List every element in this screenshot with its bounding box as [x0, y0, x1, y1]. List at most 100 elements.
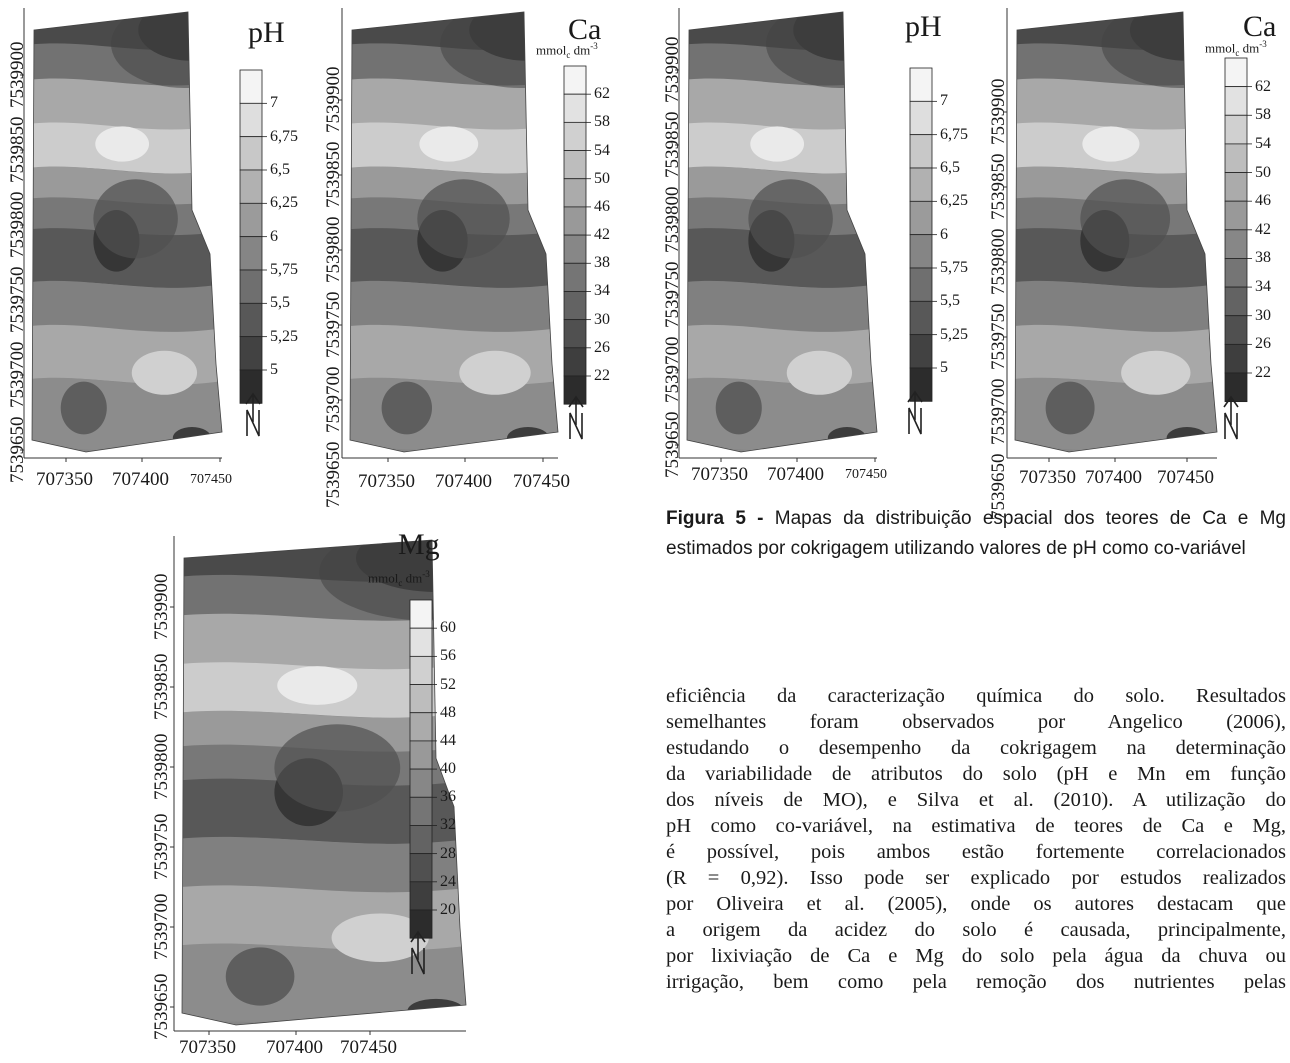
legend-swatch	[563, 206, 587, 236]
legend-label: 5,5	[940, 292, 960, 310]
legend-swatch	[1224, 229, 1248, 259]
legend-label: 60	[440, 619, 456, 637]
north-arrow-icon	[1223, 395, 1239, 440]
map-svg	[20, 8, 267, 462]
legend-swatch	[409, 881, 433, 911]
legend-label: 42	[594, 226, 610, 244]
x-tick-label: 707350	[1019, 467, 1076, 488]
body-line: eficiência da caracterização química do …	[666, 685, 1286, 707]
legend-label: 24	[440, 872, 456, 890]
legend-label: 5,25	[940, 325, 968, 343]
legend-label: 46	[594, 197, 610, 215]
legend-label: 40	[440, 760, 456, 778]
unit-label: mmolc dm-3	[536, 41, 598, 60]
map-svg	[1003, 8, 1252, 462]
legend-label: 52	[440, 675, 456, 693]
y-tick-label: 7539800	[988, 228, 1009, 296]
map-panel-ph: 7539650 7539700 7539750 7539800 7539850 75399…	[0, 0, 310, 510]
legend-swatch	[909, 234, 933, 269]
body-line: estudando o desempenho da cokrigagem na …	[666, 737, 1286, 759]
x-tick-label: 707400	[435, 471, 492, 492]
map-fill	[1015, 12, 1217, 452]
legend-swatch	[1224, 86, 1248, 116]
legend-swatch	[239, 202, 263, 238]
y-tick-label: 7539850	[7, 116, 28, 184]
legend-label: 5,5	[270, 294, 290, 312]
body-line: por lixiviação de Ca e Mg do solo pela á…	[666, 945, 1286, 967]
variable-name: pH	[248, 16, 285, 49]
legend-label: 5,75	[270, 261, 298, 278]
legend-label: 22	[594, 367, 610, 384]
north-arrow-icon	[410, 930, 426, 975]
legend-swatch	[909, 200, 933, 236]
legend-swatch	[1224, 372, 1248, 403]
legend-swatch	[563, 319, 587, 349]
body-paragraph: eficiência da caracterização química do …	[666, 683, 1286, 995]
legend-label: 5	[940, 359, 948, 376]
legend-swatch	[909, 267, 933, 302]
legend-label: 58	[594, 113, 610, 131]
legend	[909, 67, 933, 402]
body-line: semelhantes foram observados por Angelic…	[666, 711, 1286, 733]
legend-label: 20	[440, 901, 456, 918]
x-tick-label: 707400	[112, 469, 169, 490]
legend-swatch	[909, 134, 933, 169]
legend-swatch	[239, 369, 263, 404]
legend-swatch	[1224, 258, 1248, 288]
legend-label: 7	[270, 94, 278, 112]
y-tick-label: 7539700	[662, 336, 683, 404]
map-fill	[687, 12, 877, 452]
legend-swatch	[909, 167, 933, 202]
y-tick-label: 7539850	[988, 153, 1009, 221]
legend-swatch	[1224, 343, 1248, 374]
legend-swatch	[1224, 172, 1248, 202]
legend-swatch	[909, 367, 933, 402]
body-line: dos níveis de MO), e Silva et al. (2010)…	[666, 789, 1286, 811]
x-tick-label: 707400	[266, 1037, 323, 1058]
legend-label: 6,25	[270, 194, 298, 212]
legend	[409, 599, 433, 939]
legend-label: 46	[1255, 192, 1271, 210]
legend-label: 7	[940, 92, 948, 110]
y-tick-label: 7539900	[323, 66, 344, 134]
map-fill	[182, 540, 466, 1025]
legend-swatch	[409, 655, 433, 685]
x-tick-label: 707450	[340, 1037, 397, 1058]
legend-swatch	[563, 121, 587, 151]
map-panel-ca: 7539650 7539700 7539750 7539800 7539850 75399…	[318, 0, 648, 510]
y-tick-label: 7539800	[151, 733, 172, 801]
legend-label: 30	[1255, 306, 1271, 324]
variable-name: Ca	[1243, 10, 1277, 43]
legend-swatch	[563, 65, 587, 95]
legend-swatch	[409, 627, 433, 657]
map-panel-ph: 7539650 7539700 7539750 7539800 7539850 75399…	[655, 0, 968, 490]
legend-swatch	[1224, 114, 1248, 145]
variable-name: Mg	[398, 528, 440, 561]
x-tick-label: 707450	[845, 467, 887, 482]
legend-label: 22	[1255, 364, 1271, 381]
legend-swatch	[1224, 200, 1248, 231]
legend-label: 6,5	[940, 159, 960, 176]
y-tick-label: 7539750	[662, 261, 683, 329]
legend-label: 6	[940, 225, 948, 243]
x-tick-label: 707450	[513, 471, 570, 492]
map-fill	[350, 12, 558, 452]
legend-label: 26	[594, 338, 610, 356]
map-panel-mg: 7539650 7539700 7539750 7539800 7539850 75399…	[140, 530, 470, 1063]
caption-text: Mapas da distribuição espacial dos teore…	[666, 508, 1286, 559]
body-line: por Oliveira et al. (2005), onde os auto…	[666, 893, 1286, 915]
legend-label: 62	[594, 85, 610, 103]
unit-label: mmolc dm-3	[368, 569, 430, 588]
north-arrow-icon	[907, 390, 923, 435]
body-line: pH como co-variável, na estimativa de te…	[666, 815, 1286, 837]
map-svg	[675, 8, 937, 462]
legend-swatch	[563, 234, 587, 264]
legend-swatch	[563, 262, 587, 292]
legend-swatch	[1224, 286, 1248, 317]
legend-label: 34	[594, 282, 610, 300]
y-tick-label: 7539800	[662, 186, 683, 254]
legend-label: 56	[440, 647, 456, 665]
legend-swatch	[909, 334, 933, 369]
legend-label: 58	[1255, 106, 1271, 124]
y-tick-label: 7539800	[7, 191, 28, 259]
